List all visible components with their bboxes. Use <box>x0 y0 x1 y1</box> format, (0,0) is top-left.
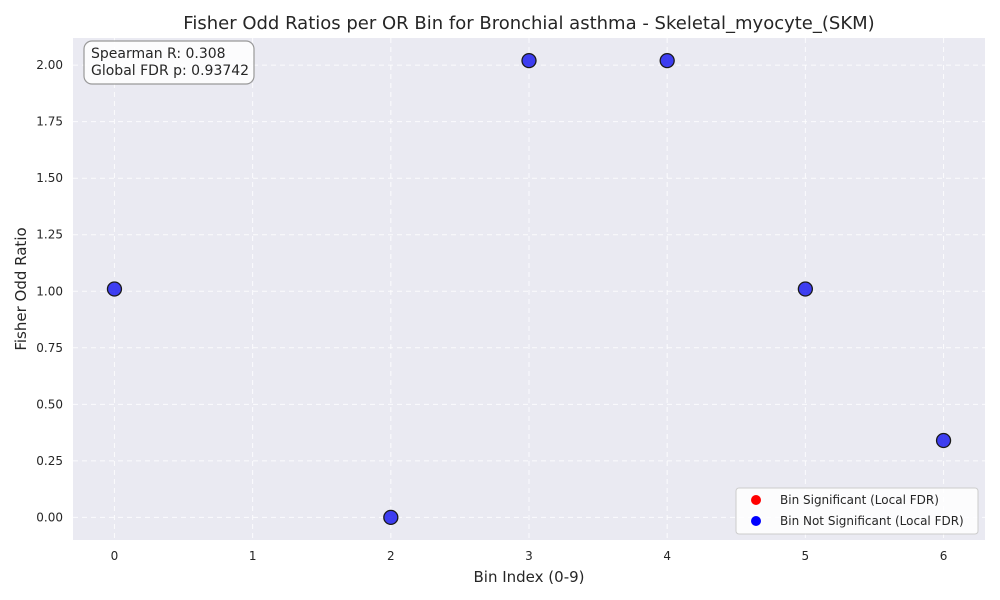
x-axis-label: Bin Index (0-9) <box>474 568 585 586</box>
data-point <box>521 52 537 69</box>
y-tick-label: 1.00 <box>36 284 63 298</box>
x-tick-label: 1 <box>249 549 257 563</box>
legend: Bin Significant (Local FDR) Bin Not Sign… <box>735 487 979 535</box>
y-tick-label: 2.00 <box>36 58 63 72</box>
y-tick-label: 0.50 <box>36 397 63 411</box>
x-tick-label: 4 <box>663 549 671 563</box>
y-tick-label: 0.75 <box>36 341 63 355</box>
x-tick-label: 3 <box>525 549 533 563</box>
legend-label-significant: Bin Significant (Local FDR) <box>780 493 939 507</box>
y-tick-label: 1.25 <box>36 228 63 242</box>
legend-marker-not-significant <box>751 516 761 526</box>
y-axis-ticks: 0.00 0.25 0.50 0.75 1.00 1.25 1.50 1.75 2.00 <box>36 58 63 524</box>
spearman-text: Spearman R: 0.308 <box>91 46 226 62</box>
data-points <box>106 52 952 526</box>
x-tick-label: 5 <box>802 549 810 563</box>
data-point <box>383 509 399 526</box>
data-point <box>935 432 952 449</box>
x-tick-label: 6 <box>940 549 948 563</box>
y-tick-label: 0.00 <box>36 510 63 524</box>
x-tick-label: 2 <box>387 549 395 563</box>
legend-label-not-significant: Bin Not Significant (Local FDR) <box>780 514 964 528</box>
x-axis-ticks: 0 1 2 3 4 5 6 <box>111 549 948 563</box>
y-axis-label: Fisher Odd Ratio <box>12 227 30 350</box>
data-point <box>659 52 675 69</box>
chart-title: Fisher Odd Ratios per OR Bin for Bronchi… <box>183 13 874 34</box>
legend-box <box>735 487 979 535</box>
stats-annotation: Spearman R: 0.308 Global FDR p: 0.93742 <box>83 40 255 85</box>
stats-box <box>83 40 255 85</box>
y-tick-label: 1.50 <box>36 171 63 185</box>
legend-marker-significant <box>751 495 761 505</box>
fdr-text: Global FDR p: 0.93742 <box>91 63 249 79</box>
data-point <box>797 281 814 297</box>
y-tick-label: 1.75 <box>36 115 63 129</box>
data-point <box>106 281 123 297</box>
x-tick-label: 0 <box>111 549 119 563</box>
y-tick-label: 0.25 <box>36 454 63 468</box>
